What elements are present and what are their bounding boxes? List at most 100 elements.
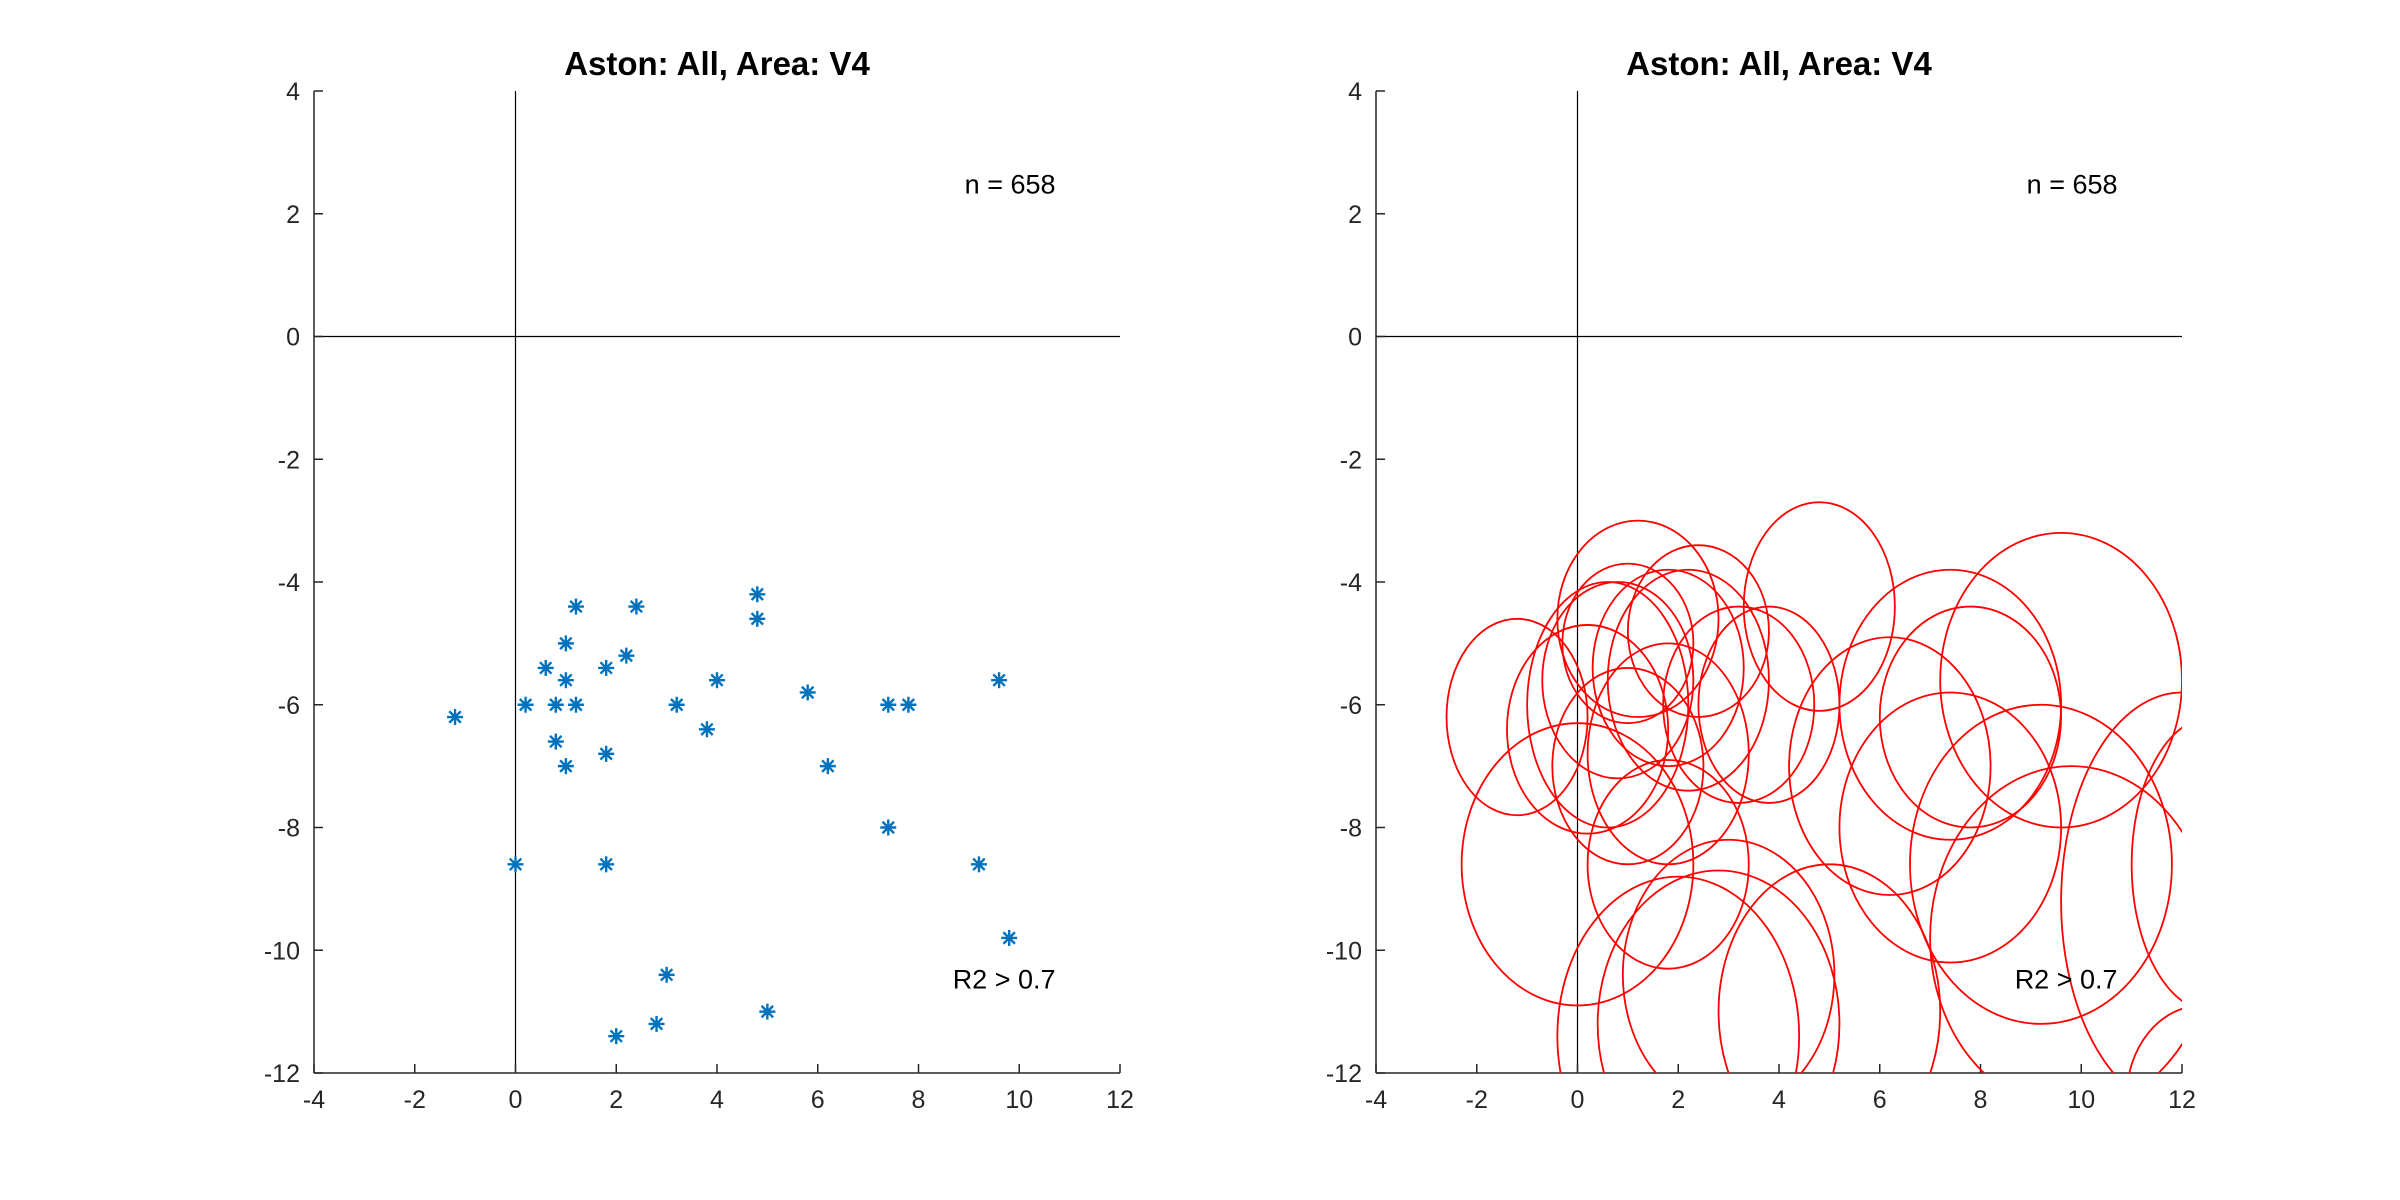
x-tick-label: 0: [1571, 1086, 1585, 1114]
rf-ellipse: [1551, 667, 1705, 866]
x-tick-label: 12: [2168, 1086, 2196, 1114]
y-tick-label: -10: [1326, 937, 1362, 965]
ellipse-panel: -4 -2 0 2 4 6 8 10 12 -12 -10 -8 -6 -4 -2 0 2 4 Aston: All…: [1326, 45, 2196, 1114]
asterisk-point: [598, 856, 615, 873]
y-tick-label: 4: [1348, 78, 1362, 106]
x-tick-label: -2: [1466, 1086, 1488, 1114]
asterisk-point: [507, 856, 524, 873]
asterisk-point: [668, 696, 685, 713]
y-tick-label: 2: [1348, 201, 1362, 229]
asterisk-point: [880, 819, 897, 836]
asterisk-point: [628, 598, 645, 615]
rf-ellipse: [2128, 1007, 2182, 1073]
rf-ellipse: [1878, 605, 2063, 829]
asterisk-point: [547, 696, 564, 713]
asterisk-point: [557, 635, 574, 652]
x-tick-label: 8: [912, 1086, 926, 1114]
asterisk-point: [900, 696, 917, 713]
asterisk-point: [658, 966, 675, 983]
asterisk-point: [799, 684, 816, 701]
rf-ellipse: [1621, 838, 1836, 1073]
asterisk-point: [517, 696, 534, 713]
asterisk-point: [1001, 929, 1018, 946]
asterisk-point: [557, 758, 574, 775]
rf-ellipse: [1717, 863, 1942, 1073]
x-tick-label: 6: [811, 1086, 825, 1114]
asterisk-point: [537, 659, 554, 676]
asterisk-point: [698, 721, 715, 738]
y-tick-label: 0: [1348, 324, 1362, 352]
x-tick-label: 2: [609, 1086, 623, 1114]
x-tick-label: 4: [710, 1086, 724, 1114]
rf-ellipse: [1460, 722, 1695, 1007]
asterisk-point: [749, 586, 766, 603]
asterisk-point: [648, 1015, 665, 1032]
rf-ellipse: [1929, 765, 2182, 1073]
asterisk-point: [819, 758, 836, 775]
y-tick-label: -2: [1340, 446, 1362, 474]
asterisk-point: [447, 709, 464, 726]
x-tick-label: 6: [1873, 1086, 1887, 1114]
asterisk-point: [557, 672, 574, 689]
asterisk-point: [618, 647, 635, 664]
rf-ellipse: [1556, 519, 1720, 718]
data-layer: [1445, 501, 2182, 1073]
x-tick-label: 8: [1974, 1086, 1988, 1114]
y-tick-label: -12: [264, 1060, 300, 1088]
asterisk-point: [567, 598, 584, 615]
x-tick-label: -4: [303, 1086, 325, 1114]
rf-ellipse: [1909, 703, 2173, 1025]
y-tick-label: -2: [278, 446, 300, 474]
rf-ellipse: [1838, 691, 2063, 964]
rf-ellipse: [2060, 691, 2182, 1073]
y-tick-label: -6: [278, 692, 300, 720]
asterisk-point: [709, 672, 725, 689]
rf-ellipse: [2130, 726, 2182, 1002]
r2-threshold-label: R2 > 0.7: [2015, 965, 2118, 995]
rf-ellipse: [1445, 617, 1589, 817]
n-count-label: n = 658: [2027, 169, 2118, 199]
x-tick-label: 12: [1106, 1086, 1134, 1114]
y-tick-label: 4: [286, 78, 300, 106]
asterisk-point: [970, 856, 987, 873]
n-count-label: n = 658: [965, 169, 1056, 199]
rf-ellipse: [1526, 581, 1690, 829]
rf-ellipse: [1596, 869, 1841, 1073]
y-tick-label: -4: [278, 569, 300, 597]
y-tick-label: -12: [1326, 1060, 1362, 1088]
asterisk-point: [749, 610, 766, 627]
asterisk-point: [880, 696, 897, 713]
y-tick-label: -8: [1340, 815, 1362, 843]
asterisk-point: [547, 733, 564, 750]
x-tick-label: 10: [2067, 1086, 2095, 1114]
rf-ellipse: [1541, 581, 1695, 780]
chart-title: Aston: All, Area: V4: [564, 45, 870, 82]
x-tick-label: 0: [509, 1086, 523, 1114]
x-tick-label: -4: [1365, 1086, 1387, 1114]
rf-ellipse: [1556, 875, 1801, 1073]
x-tick-label: 4: [1772, 1086, 1786, 1114]
x-tick-label: 2: [1671, 1086, 1685, 1114]
asterisk-point: [759, 1003, 776, 1020]
asterisk-point: [598, 659, 615, 676]
rf-ellipse: [1561, 562, 1695, 725]
rf-ellipse: [1506, 624, 1670, 835]
asterisk-point: [567, 696, 584, 713]
y-tick-label: -6: [1340, 692, 1362, 720]
asterisk-point: [991, 672, 1008, 689]
asterisk-point: [608, 1028, 625, 1045]
asterisk-point: [598, 745, 615, 762]
x-tick-label: 10: [1005, 1086, 1033, 1114]
x-tick-label: -2: [404, 1086, 426, 1114]
chart-title: Aston: All, Area: V4: [1626, 45, 1932, 82]
r2-threshold-label: R2 > 0.7: [953, 965, 1056, 995]
y-tick-label: -8: [278, 815, 300, 843]
scatter-panel: -4 -2 0 2 4 6 8 10 12 -12 -10 -8 -6 -4 -2 0 2 4 Aston: All…: [264, 45, 1134, 1114]
y-tick-label: 2: [286, 201, 300, 229]
rf-ellipse: [1591, 568, 1745, 768]
rf-ellipse: [1788, 636, 1992, 896]
y-tick-label: 0: [286, 324, 300, 352]
y-tick-label: -4: [1340, 569, 1362, 597]
rf-ellipse: [1662, 605, 1816, 804]
